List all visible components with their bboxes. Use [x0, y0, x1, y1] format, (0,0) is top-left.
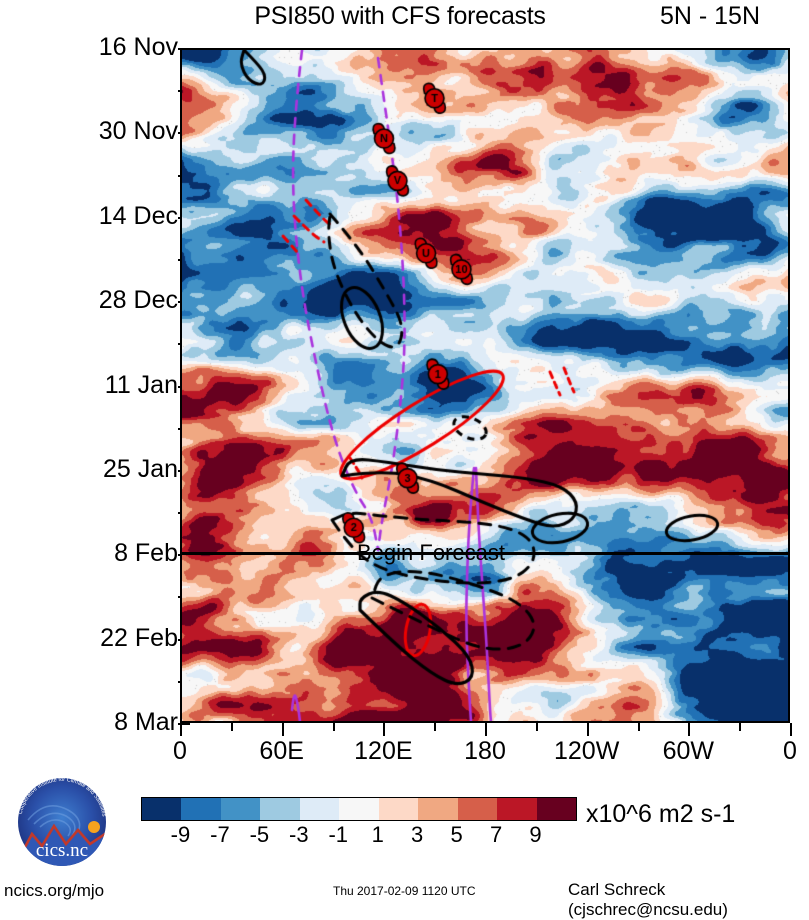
logo-wordmark: cics.nc	[36, 840, 88, 861]
x-tick-major	[282, 723, 284, 736]
x-tick-minor	[333, 723, 335, 731]
x-tick-label: 60W	[663, 737, 714, 766]
y-tick-label: 22 Feb	[28, 626, 178, 651]
cics-nc-logo[interactable]: cics.nc Cooperative Institute for Climat…	[8, 772, 116, 872]
begin-forecast-label: Begin Forecast	[357, 540, 505, 566]
colorbar-swatch	[537, 798, 576, 820]
x-tick-minor	[434, 723, 436, 731]
y-tick-label: 11 Jan	[28, 373, 178, 398]
colorbar-swatch	[497, 798, 536, 820]
colorbar-units-label: x10^6 m2 s-1	[586, 800, 735, 829]
x-tick-major	[790, 723, 792, 736]
x-tick-minor	[231, 723, 233, 731]
x-tick-major	[688, 723, 690, 736]
y-tick-label: 14 Dec	[28, 204, 178, 229]
x-tick-minor	[536, 723, 538, 731]
x-axis: 0 60E 120E 180 120W 60W 0	[180, 723, 790, 783]
latitude-range-label: 5N - 15N	[620, 2, 800, 31]
colorbar-swatch	[339, 798, 378, 820]
colorbar-tick-label: 7	[490, 822, 502, 848]
footer-author: Carl Schreck (cjschrec@ncsu.edu)	[568, 880, 809, 920]
footer-site-link[interactable]: ncics.org/mjo	[4, 881, 104, 901]
x-tick-major	[180, 723, 182, 736]
x-tick-label: 120W	[554, 737, 619, 766]
colorbar-tick-label: -1	[328, 822, 348, 848]
y-tick-label: 30 Nov	[28, 119, 178, 144]
colorbar-swatch	[260, 798, 299, 820]
colorbar-swatch	[181, 798, 220, 820]
page-title: PSI850 with CFS forecasts	[180, 2, 620, 31]
colorbar-swatch	[379, 798, 418, 820]
colorbar-tick-label: 1	[372, 822, 384, 848]
y-axis: 16 Nov 30 Nov 14 Dec 28 Dec 11 Jan 25 Jan 8 Fe…	[0, 48, 178, 723]
colorbar-swatch	[458, 798, 497, 820]
x-tick-label: 120E	[354, 737, 412, 766]
colorbar-tick-label: -3	[289, 822, 309, 848]
colorbar-swatch	[300, 798, 339, 820]
y-tick-label: 28 Dec	[28, 288, 178, 313]
colorbar-tick-label: 9	[529, 822, 541, 848]
x-tick-label: 180	[464, 737, 506, 766]
colorbar-tick-label: 3	[411, 822, 423, 848]
footer-timestamp: Thu 2017-02-09 1120 UTC	[333, 884, 476, 898]
x-tick-minor	[638, 723, 640, 731]
x-tick-major	[587, 723, 589, 736]
colorbar-swatch	[221, 798, 260, 820]
colorbar-tick-label: -7	[210, 822, 230, 848]
colorbar-tick-label: -5	[250, 822, 270, 848]
colorbar-tick-label: 5	[451, 822, 463, 848]
colorbar-swatch	[418, 798, 457, 820]
y-tick-label: 25 Jan	[28, 457, 178, 482]
colorbar	[141, 797, 577, 821]
y-tick-label: 8 Mar	[28, 710, 178, 735]
x-tick-minor	[739, 723, 741, 731]
x-tick-label: 0	[173, 737, 187, 766]
colorbar-tick-label: -9	[171, 822, 191, 848]
x-tick-major	[383, 723, 385, 736]
x-tick-label: 0	[783, 737, 797, 766]
colorbar-swatch	[142, 798, 181, 820]
hovmoller-plot-area[interactable]: Begin Forecast Kelvin ER MJO Low Contour…	[180, 48, 790, 723]
y-tick-label: 8 Feb	[28, 541, 178, 566]
y-tick-label: 16 Nov	[28, 35, 178, 60]
psi850-shaded-field	[182, 50, 788, 721]
x-tick-label: 60E	[259, 737, 303, 766]
x-tick-major	[485, 723, 487, 736]
